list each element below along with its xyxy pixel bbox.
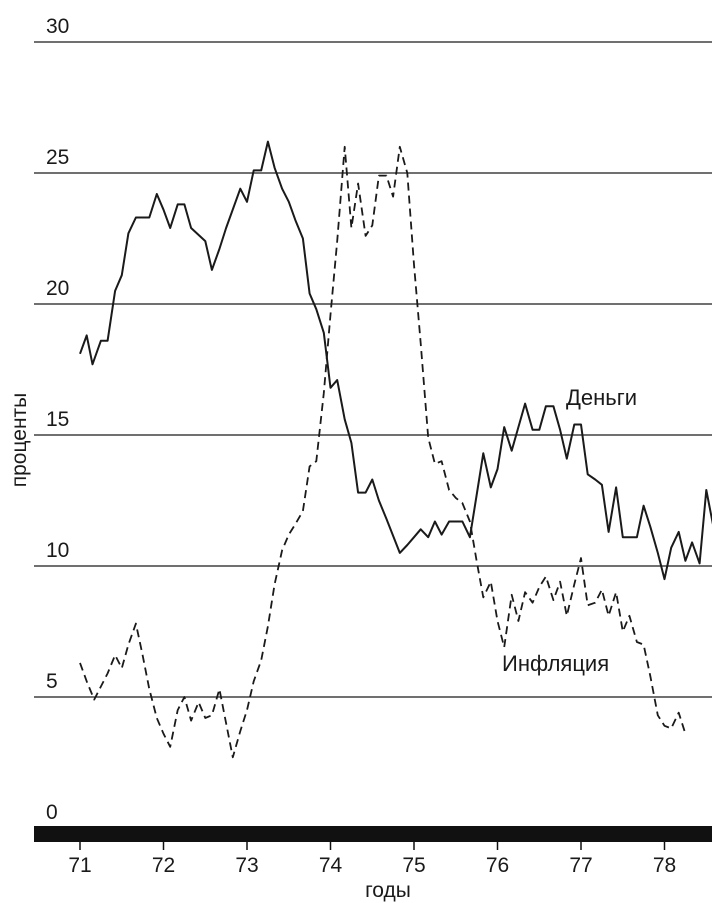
gridlines: [34, 41, 712, 698]
x-tick-label: 74: [319, 854, 343, 877]
series-line-inflyatsiya: [79, 145, 687, 759]
x-tick-label: 75: [402, 854, 425, 877]
y-tick-label: 10: [46, 539, 69, 562]
x-tick-label: 78: [653, 854, 676, 877]
y-tick-label: 20: [46, 277, 69, 300]
y-axis-label: проценты: [8, 393, 31, 488]
x-tick-label: 71: [68, 854, 91, 877]
y-tick-label: 0: [46, 801, 58, 824]
data-series: [79, 140, 712, 759]
x-axis-bar: [34, 826, 712, 842]
y-tick-label: 30: [46, 15, 69, 38]
series-line-dengi: [79, 140, 712, 581]
x-tick-labels: 71 72 73 74 75 76 77 78: [68, 842, 676, 877]
y-tick-label: 15: [46, 408, 69, 431]
y-tick-labels: 0 5 10 15 20 25 30: [46, 15, 69, 824]
y-tick-label: 25: [46, 146, 69, 169]
x-tick-label: 73: [235, 854, 258, 877]
x-tick-label: 77: [569, 854, 592, 877]
y-tick-label: 5: [46, 670, 58, 693]
series-label-dengi: Деньги: [566, 385, 637, 410]
x-tick-label: 72: [152, 854, 175, 877]
x-tick-label: 76: [486, 854, 509, 877]
x-axis-label: годы: [365, 879, 411, 902]
series-label-inflyatsiya: Инфляция: [502, 651, 609, 676]
